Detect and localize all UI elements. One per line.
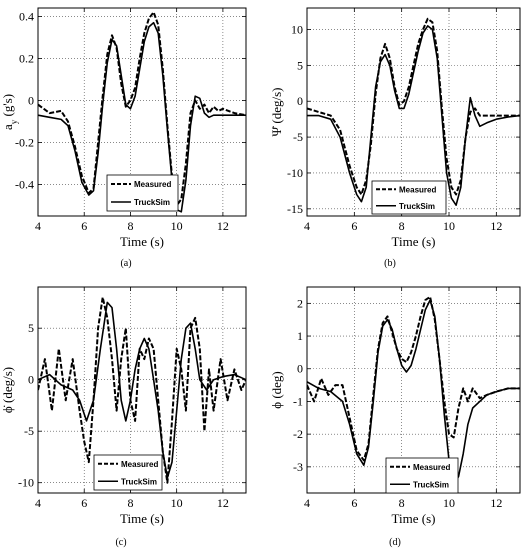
legend-label: Measured (413, 463, 450, 472)
series-line-trucksim (38, 21, 246, 213)
x-tick-label: 10 (171, 496, 183, 510)
plot-frame (306, 7, 521, 217)
series-line-measured (307, 17, 520, 196)
y-tick-label: 5 (297, 58, 303, 72)
plot-frame (37, 7, 247, 217)
y-tick-label: -10 (18, 476, 34, 490)
panel-caption: (a) (120, 258, 131, 269)
x-tick-label: 8 (399, 219, 405, 233)
x-tick-label: 12 (490, 496, 502, 510)
y-tick-label: 0 (297, 362, 303, 376)
x-axis-label: Time (s) (392, 511, 436, 526)
y-tick-label: 10 (291, 23, 303, 37)
panel-caption: (c) (115, 537, 126, 548)
y-axis-label: Ψ̇ (deg/s) (269, 88, 284, 137)
y-tick-label: 5 (28, 321, 34, 335)
x-axis-label: Time (s) (120, 511, 164, 526)
x-tick-label: 8 (127, 496, 133, 510)
y-tick-label: -5 (24, 424, 34, 438)
panel-b: 4 6 8 10 12 -15 -10 -5 0 5 10 Time (s) Ψ̇ (deg/s) Mea… (269, 7, 521, 269)
x-axis-label: Time (s) (392, 234, 436, 249)
legend-label: TruckSim (399, 202, 435, 211)
series-line-trucksim (307, 25, 520, 206)
series-line-measured (38, 11, 246, 207)
x-tick-label: 10 (171, 219, 183, 233)
y-tick-label: -1 (293, 394, 303, 408)
legend-box (385, 457, 459, 494)
y-tick-label: -0.4 (15, 177, 34, 191)
legend-box (106, 174, 179, 212)
legend-label: Measured (121, 460, 158, 469)
legend-label: Measured (134, 180, 171, 189)
y-axis-label: ay (g's) (0, 94, 19, 130)
y-tick-label: 0 (28, 373, 34, 387)
series-line-measured (38, 296, 246, 484)
x-tick-label: 4 (304, 219, 310, 233)
legend-box (93, 454, 163, 491)
legend-label: TruckSim (413, 480, 449, 489)
legend-box (371, 180, 447, 215)
x-tick-label: 4 (35, 219, 41, 233)
series-line-trucksim (38, 301, 246, 479)
y-axis-label: ϕ (deg) (269, 371, 284, 409)
x-tick-label: 6 (81, 496, 87, 510)
x-tick-label: 12 (490, 219, 502, 233)
x-tick-label: 6 (81, 219, 87, 233)
y-tick-label: -10 (287, 166, 303, 180)
panel-a: 4 6 8 10 12 -0.4 -0.2 0 0.2 0.4 Time (s) ay (g's) Me… (0, 7, 247, 269)
y-tick-label: 2 (297, 296, 303, 310)
y-tick-label: 0.4 (19, 9, 34, 23)
x-tick-label: 4 (304, 496, 310, 510)
series-line-trucksim (307, 299, 520, 484)
x-tick-label: 8 (127, 219, 133, 233)
legend-label: TruckSim (121, 477, 157, 486)
panel-caption: (d) (389, 537, 401, 548)
x-tick-label: 8 (399, 496, 405, 510)
y-tick-label: -5 (293, 130, 303, 144)
y-tick-label: -15 (287, 202, 303, 216)
x-tick-label: 10 (443, 219, 455, 233)
y-tick-label: -2 (293, 427, 303, 441)
y-tick-label: 0 (297, 94, 303, 108)
x-tick-label: 12 (217, 496, 229, 510)
y-tick-label: 0 (28, 93, 34, 107)
x-tick-label: 4 (35, 496, 41, 510)
x-axis-label: Time (s) (120, 234, 164, 249)
x-tick-label: 10 (443, 496, 455, 510)
x-tick-label: 12 (217, 219, 229, 233)
y-tick-label: 1 (297, 329, 303, 343)
panel-c: 4 6 8 10 12 -10 -5 0 5 Time (s) ϕ̇ (deg/s) Measured… (0, 286, 247, 548)
y-tick-label: 0.2 (19, 51, 34, 65)
y-tick-label: -0.2 (15, 135, 34, 149)
panel-caption: (b) (384, 258, 396, 269)
y-tick-label: -3 (293, 460, 303, 474)
x-tick-label: 6 (351, 496, 357, 510)
legend-label: TruckSim (134, 198, 170, 207)
series-line-measured (307, 295, 520, 462)
y-axis-label: ϕ̇ (deg/s) (0, 367, 15, 413)
legend-label: Measured (399, 185, 436, 194)
x-tick-label: 6 (351, 219, 357, 233)
